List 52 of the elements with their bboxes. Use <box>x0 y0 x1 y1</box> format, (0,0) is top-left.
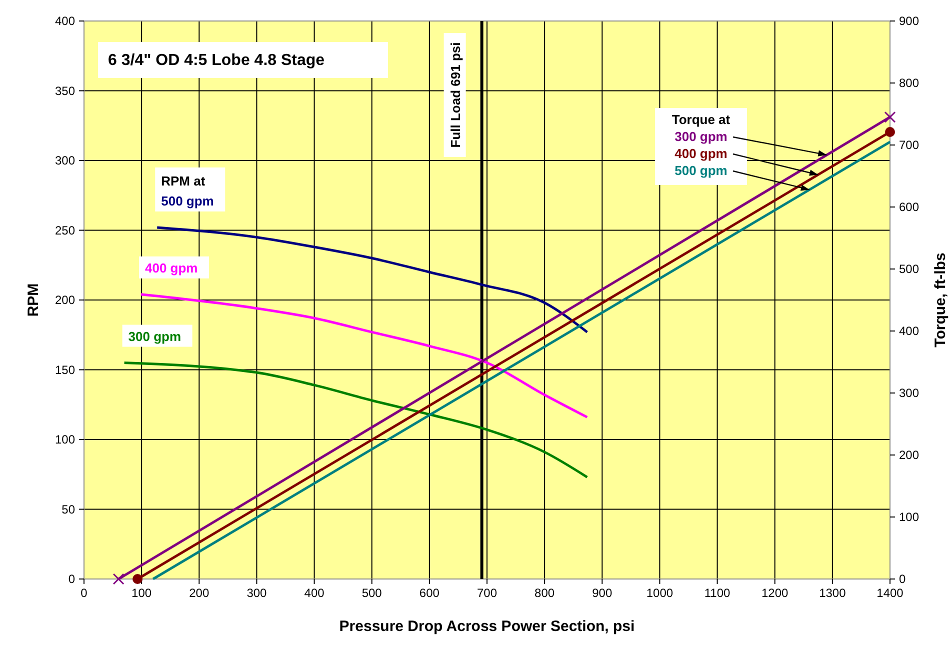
x-tick-label: 1200 <box>762 586 789 600</box>
text: 6 3/4" OD 4:5 Lobe 4.8 Stage <box>108 52 325 69</box>
x-tick-label: 800 <box>534 586 555 600</box>
x-tick-label: 300 <box>246 586 268 600</box>
x-tick-label: 0 <box>80 586 88 600</box>
y-tick-label: 400 <box>54 14 76 28</box>
x-tick-label: 400 <box>304 586 325 600</box>
x-tick-label: 1100 <box>704 586 731 600</box>
annotation: Torque at <box>672 112 731 127</box>
annotation: RPM at <box>161 173 206 188</box>
y-axis-title: RPM <box>25 283 42 317</box>
series-label: 500 gpm <box>161 193 214 208</box>
x-axis-title: Pressure Drop Across Power Section, psi <box>339 618 635 635</box>
y-tick-label: 0 <box>68 572 76 586</box>
y2-tick-label: 800 <box>899 76 920 90</box>
point <box>884 111 896 123</box>
x-tick-label: 1400 <box>876 586 904 600</box>
y2-tick-label: 700 <box>899 138 920 152</box>
y-tick-label: 50 <box>62 502 76 516</box>
text: 300 gpm <box>674 129 728 144</box>
y-tick-label: 200 <box>54 293 76 307</box>
x-tick-label: 600 <box>419 586 440 600</box>
x-tick-label: 1300 <box>819 586 846 600</box>
x-tick-label: 1000 <box>646 586 674 600</box>
y-tick-label: 100 <box>54 432 76 446</box>
point <box>132 574 143 584</box>
text: 400 gpm <box>674 146 728 161</box>
text: 500 gpm <box>674 163 728 178</box>
y2-tick-label: 300 <box>899 386 920 400</box>
y2-tick-label: 100 <box>899 510 920 524</box>
y2-tick-label: 200 <box>899 448 920 462</box>
x-tick-label: 200 <box>189 586 210 600</box>
series-label: 400 gpm <box>144 260 198 276</box>
y2-tick-label: 600 <box>899 200 920 214</box>
y2-tick-label: 0 <box>899 572 906 586</box>
point <box>885 126 895 137</box>
y-tick-label: 150 <box>54 362 76 377</box>
point <box>112 573 124 585</box>
x-tick-label: 500 <box>362 586 382 600</box>
x-tick-label: 700 <box>476 586 498 600</box>
y-tick-label: 350 <box>54 84 76 98</box>
ref-line-label: Full Load 691 psi <box>448 42 463 148</box>
y2-tick-label: 400 <box>899 324 920 338</box>
y-tick-label: 300 <box>54 154 76 168</box>
y-tick-label: 250 <box>54 223 76 238</box>
series-label: 300 gpm <box>128 328 182 344</box>
line-series <box>123 362 588 478</box>
x-tick-label: 900 <box>592 586 612 600</box>
y2-axis-title: Torque, ft-lbs <box>932 252 949 348</box>
x-tick-label: 100 <box>132 586 152 600</box>
y2-tick-label: 900 <box>899 14 920 28</box>
y2-tick-label: 500 <box>899 262 920 276</box>
